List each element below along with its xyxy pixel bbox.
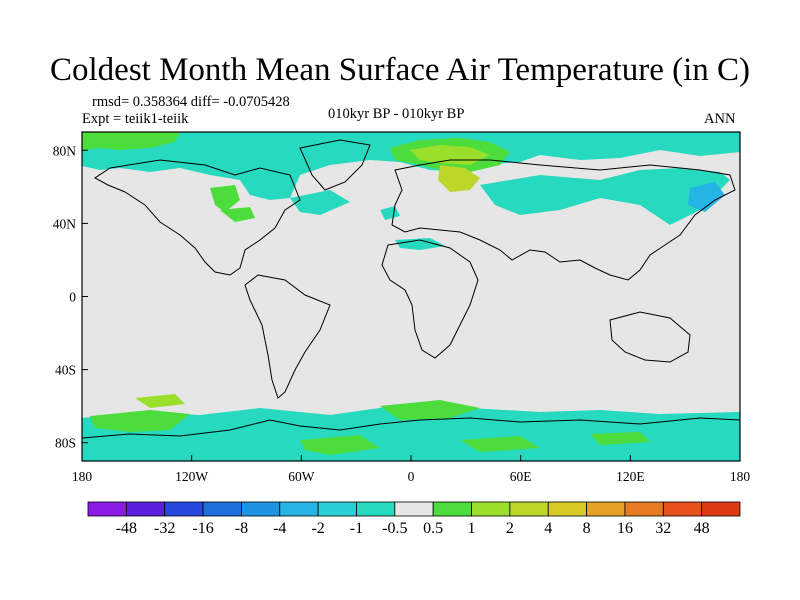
colorbar-box bbox=[356, 501, 396, 517]
colorbar-label: 4 bbox=[544, 520, 552, 537]
anomaly-region-antarctic-green-south bbox=[300, 435, 380, 455]
colorbar-label: -2 bbox=[311, 520, 324, 537]
y-axis: 80N 40N 0 40S 80S bbox=[53, 143, 88, 451]
anomaly-region-atlantic-cyan bbox=[290, 190, 350, 215]
coastline-antarctica bbox=[82, 417, 740, 439]
colorbar-label: 1 bbox=[468, 520, 476, 537]
x-tick-label: 120E bbox=[616, 469, 645, 484]
colorbar-box bbox=[164, 501, 204, 517]
anomaly-region-arctic-cyan bbox=[82, 132, 740, 200]
colorbar-label: 8 bbox=[583, 520, 591, 537]
colorbar-box bbox=[394, 501, 434, 517]
colorbar-box bbox=[471, 501, 511, 517]
colorbar-label: -48 bbox=[116, 520, 137, 537]
colorbar-label: 0.5 bbox=[423, 520, 443, 537]
y-tick-label: 80S bbox=[55, 436, 76, 451]
colorbar-label: 16 bbox=[617, 520, 633, 537]
colorbar-label: -4 bbox=[273, 520, 286, 537]
colorbar-label: -1 bbox=[350, 520, 363, 537]
anomaly-region-east-asia-blue bbox=[688, 182, 725, 212]
colorbar-box bbox=[701, 501, 741, 517]
colorbar-boxes bbox=[87, 501, 741, 517]
y-tick-label: 0 bbox=[69, 290, 76, 305]
anomaly-region-africa-cyan bbox=[380, 206, 400, 220]
colorbar-labels: -48 -32 -16 -8 -4 -2 -1 -0.5 0.5 1 2 4 8 16 32 48 bbox=[116, 520, 710, 537]
colorbar-box bbox=[202, 501, 242, 517]
anomaly-region-siberia-cyan bbox=[480, 168, 730, 225]
coastline-greenland bbox=[299, 139, 371, 191]
coastline-south-america bbox=[244, 274, 331, 399]
colorbar-label: -8 bbox=[235, 520, 248, 537]
colorbar-box bbox=[624, 501, 664, 517]
anomaly-region-antarctic-yellow bbox=[135, 394, 185, 408]
anomaly-field bbox=[82, 132, 740, 461]
y-tick-label: 80N bbox=[53, 143, 77, 158]
colorbar-box bbox=[432, 501, 472, 517]
x-tick-label: 0 bbox=[408, 469, 415, 484]
colorbar-box bbox=[547, 501, 587, 517]
colorbar-box bbox=[125, 501, 166, 517]
colorbar-box bbox=[317, 501, 357, 517]
x-tick-label: 180 bbox=[72, 469, 93, 484]
anomaly-region-canada-green bbox=[210, 185, 240, 212]
anomaly-region-namerica-green bbox=[220, 207, 255, 222]
anomaly-region-antarctic-green-center bbox=[380, 400, 480, 420]
anomaly-region-arctic-green bbox=[82, 132, 180, 150]
x-tick-label: 60E bbox=[510, 469, 532, 484]
colorbar-label: 32 bbox=[655, 520, 671, 537]
colorbar-box bbox=[87, 501, 127, 517]
anomaly-region-mediterranean-cyan bbox=[395, 238, 445, 250]
colorbar-label: -16 bbox=[192, 520, 213, 537]
colorbar-label: 48 bbox=[694, 520, 710, 537]
period-label: 010kyr BP - 010kyr BP bbox=[328, 106, 465, 122]
coastlines bbox=[82, 139, 740, 439]
coastline-eurasia bbox=[391, 159, 736, 281]
y-tick-label: 40N bbox=[53, 216, 77, 231]
season-label: ANN bbox=[704, 111, 736, 127]
y-tick-label: 40S bbox=[55, 363, 76, 378]
coastline-australia bbox=[609, 311, 691, 363]
x-axis: 180 120W 60W 0 60E 120E 180 bbox=[72, 455, 751, 484]
experiment-label: Expt = teiik1-teiik bbox=[82, 111, 189, 127]
x-tick-label: 180 bbox=[730, 469, 751, 484]
colorbar-box bbox=[586, 501, 626, 517]
colorbar-label: -0.5 bbox=[382, 520, 407, 537]
anomaly-region-antarctic-cyan bbox=[82, 405, 740, 461]
colorbar-box bbox=[509, 501, 549, 517]
coastline-africa bbox=[381, 239, 479, 359]
colorbar-label: 2 bbox=[506, 520, 514, 537]
rmsd-diff-label: rmsd= 0.358364 diff= -0.0705428 bbox=[92, 94, 290, 110]
anomaly-region-antarctic-green-east bbox=[460, 436, 540, 452]
colorbar-box bbox=[279, 501, 319, 517]
chart-title: Coldest Month Mean Surface Air Temperatu… bbox=[50, 52, 750, 88]
colorbar-box bbox=[241, 501, 281, 517]
x-tick-label: 60W bbox=[288, 469, 315, 484]
coastline-north-america bbox=[94, 159, 301, 276]
colorbar-box bbox=[662, 501, 703, 517]
x-tick-label: 120W bbox=[175, 469, 208, 484]
colorbar-label: -32 bbox=[154, 520, 175, 537]
anomaly-region-antarctic-green-far-east bbox=[590, 432, 650, 445]
anomaly-region-scandinavia-orange bbox=[438, 165, 480, 192]
world-map: 180 120W 60W 0 60E 120E 180 80N 40N 0 40S 80S bbox=[53, 131, 751, 484]
anomaly-region-antarctic-green-west bbox=[90, 410, 190, 432]
